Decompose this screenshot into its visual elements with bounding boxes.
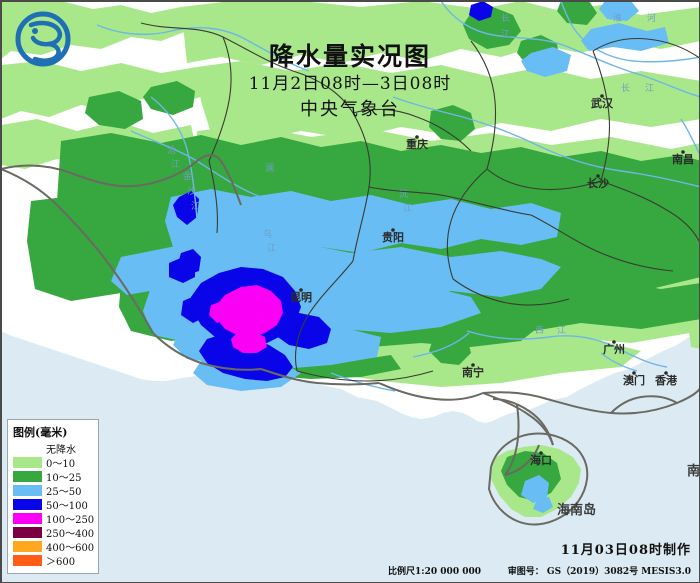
city-label: 贵阳 — [382, 230, 404, 244]
legend-swatch — [13, 513, 42, 524]
city-label: 香港 — [654, 373, 678, 387]
city-label: 武汉 — [591, 96, 614, 110]
legend-item: 25～50 — [13, 484, 94, 498]
city-dot — [539, 451, 543, 455]
svg-text:澜: 澜 — [265, 163, 274, 174]
map-scale: 比例尺1:20 000 000 — [388, 567, 481, 577]
province-borders — [140, 22, 699, 382]
legend-swatch — [13, 555, 42, 566]
city-dot — [612, 340, 616, 344]
cma-logo — [15, 11, 71, 67]
legend-item: 10～25 — [13, 470, 94, 484]
legend-label: 25～50 — [46, 487, 82, 498]
svg-text:金: 金 — [183, 170, 192, 182]
legend-item: 0～10 — [13, 456, 94, 470]
svg-text:江: 江 — [501, 29, 510, 40]
city-label: 南宁 — [462, 365, 484, 379]
city-dot — [632, 371, 636, 375]
legend-item: 50～100 — [13, 498, 94, 512]
svg-text:长: 长 — [621, 82, 630, 94]
city-dot — [600, 94, 604, 98]
legend-item: ＞600 — [13, 554, 94, 568]
svg-text:沙: 沙 — [187, 186, 196, 197]
city-dot — [596, 174, 600, 178]
city-label: 广州 — [603, 342, 625, 356]
svg-text:长: 长 — [501, 12, 510, 24]
svg-text:沅: 沅 — [399, 188, 408, 200]
legend-swatch — [13, 499, 42, 510]
legend-item: 250～400 — [13, 526, 95, 540]
svg-text:江: 江 — [645, 83, 654, 94]
svg-text:江: 江 — [403, 203, 412, 214]
footer-bar: 比例尺1:20 000 000 审图号： GS（2019）3082号 MESIS… — [1, 562, 699, 580]
city-dot — [681, 150, 685, 154]
legend-panel: 图例(毫米) 无降水 0～10 10～25 25～50 50～100 100～250 250… — [7, 419, 99, 574]
city-dot — [471, 363, 475, 367]
legend-label: 无降水 — [46, 445, 76, 456]
city-label: 海口 — [530, 453, 552, 467]
legend-swatch — [13, 471, 42, 482]
national-borders — [1, 154, 699, 526]
legend-label: 100～250 — [46, 515, 95, 526]
legend-label: 10～25 — [46, 473, 82, 484]
river-network — [96, 1, 699, 392]
legend-swatch — [13, 443, 42, 454]
city-label: 南昌 — [672, 152, 694, 166]
city-label: 重庆 — [406, 137, 428, 151]
production-time: 11月03日08时制作 — [560, 543, 691, 558]
map-approval-number: 审图号： GS（2019）3082号 MESIS3.0 — [507, 567, 691, 577]
sea-label-south: 南 — [687, 463, 700, 479]
svg-text:江: 江 — [557, 325, 566, 336]
svg-text:沧: 沧 — [167, 144, 176, 156]
legend-swatch — [13, 527, 42, 538]
legend-swatch — [13, 541, 42, 552]
city-label: 长沙 — [587, 176, 609, 190]
legend-title: 图例(毫米) — [13, 426, 68, 439]
legend-item: 无降水 — [13, 442, 94, 456]
river-name-annotations: 长江 淮河 长江 金沙江 澜 沧江 西江 乌江 沅江 — [167, 12, 656, 336]
legend-swatch — [13, 457, 42, 468]
city-label: 昆明 — [290, 291, 312, 304]
city-dot — [415, 135, 419, 139]
svg-text:乌: 乌 — [263, 228, 272, 240]
svg-text:河: 河 — [647, 12, 656, 24]
legend-label: 250～400 — [46, 529, 95, 540]
island-label-hainan: 海南岛 — [557, 502, 596, 518]
city-dot — [391, 228, 395, 232]
legend-swatch — [13, 485, 42, 496]
svg-text:西: 西 — [535, 325, 544, 336]
legend-item: 400～600 — [13, 540, 95, 554]
svg-text:江: 江 — [191, 201, 200, 212]
legend-label: 0～10 — [46, 459, 76, 470]
legend-item: 100～250 — [13, 512, 95, 526]
legend-rows: 无降水 0～10 10～25 25～50 50～100 100～250 250～400 400… — [13, 442, 95, 568]
legend-label: 50～100 — [46, 501, 88, 512]
svg-text:江: 江 — [267, 243, 276, 254]
legend-label: 400～600 — [46, 543, 95, 554]
city-dot — [299, 288, 303, 292]
city-dot — [664, 371, 668, 375]
svg-text:淮: 淮 — [613, 13, 622, 24]
svg-text:江: 江 — [171, 159, 180, 170]
legend-label: ＞600 — [46, 557, 76, 568]
city-label: 澳门 — [623, 373, 645, 387]
precip-band-100-250 — [209, 285, 283, 353]
